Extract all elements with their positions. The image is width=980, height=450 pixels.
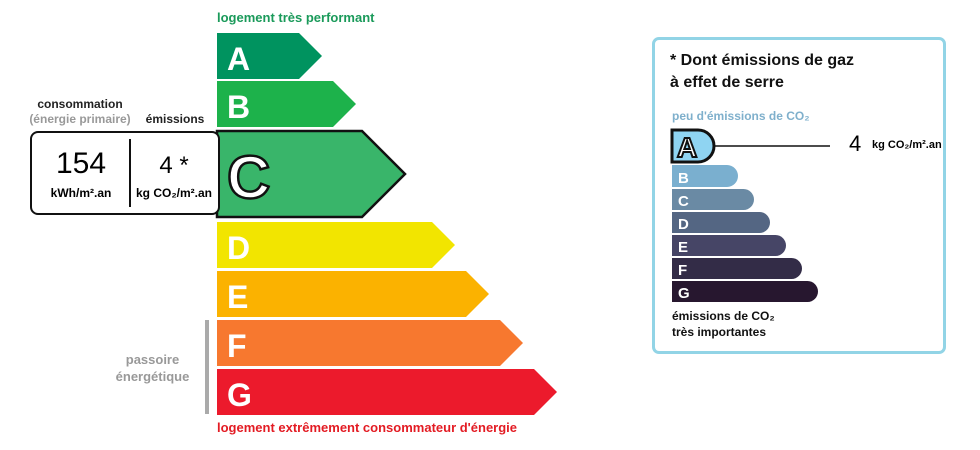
ges-unit: kg CO₂/m².an (872, 139, 942, 151)
energy-bar (217, 222, 455, 268)
ges-bar (672, 189, 754, 210)
top-label: logement très performant (217, 10, 375, 25)
energy-class-E: E (217, 271, 489, 317)
ges-title-line1: * Dont émissions de gaz (670, 52, 855, 69)
ges-letter: G (678, 285, 690, 302)
consumption-label: consommation (37, 97, 123, 111)
energy-bar (217, 81, 356, 127)
energy-bar (217, 271, 489, 317)
ges-top-label: peu d'émissions de CO₂ (672, 109, 810, 123)
ges-letter: D (678, 216, 689, 233)
energy-letter: A (227, 41, 250, 77)
ges-class-C: C (672, 189, 754, 210)
consumption-value: 154 (55, 147, 107, 180)
emissions-unit: kg CO₂/m².an (135, 186, 212, 200)
ges-bottom-label: émissions de CO₂ très importantes (672, 308, 775, 340)
ges-bar (672, 235, 787, 256)
energy-class-C: C (215, 129, 407, 219)
ges-bottom-line1: émissions de CO₂ (672, 309, 775, 323)
ges-bar (672, 281, 818, 302)
ges-title-line2: à effet de serre (670, 74, 784, 91)
ges-class-B: B (672, 165, 738, 187)
ges-letter: A (677, 132, 697, 163)
ges-bar (672, 258, 802, 279)
energy-class-G: G (217, 369, 557, 415)
ges-letter: C (678, 193, 689, 210)
ges-class-A: A (670, 128, 830, 164)
emissions-value: 4 * (159, 152, 189, 179)
values-box (30, 131, 220, 215)
passoire-label: passoire énergétique (115, 352, 190, 384)
consumption-sub: (énergie primaire) (29, 112, 131, 126)
ges-class-F: F (672, 258, 802, 279)
energy-letter: B (227, 89, 250, 125)
ges-letter: F (678, 262, 687, 279)
energy-bar (217, 320, 523, 366)
consumption-unit: kWh/m².an (50, 186, 112, 200)
ges-bar (672, 212, 770, 233)
energy-letter: C (227, 144, 270, 211)
ges-letter: E (678, 239, 688, 256)
divider (129, 139, 131, 207)
energy-bar (217, 369, 557, 415)
energy-bar (217, 33, 322, 79)
energy-letter: D (227, 230, 250, 266)
ges-class-E: E (672, 235, 787, 256)
energy-class-D: D (217, 222, 455, 268)
ges-bottom-line2: très importantes (672, 325, 767, 339)
energy-class-B: B (217, 81, 356, 127)
ges-class-D: D (672, 212, 770, 233)
passoire-bar (205, 320, 209, 414)
emissions-label: émissions (145, 112, 205, 126)
energy-letter: E (227, 279, 248, 315)
ges-letter: B (678, 170, 689, 187)
energy-letter: F (227, 328, 247, 364)
ges-bar (672, 165, 738, 187)
ges-panel (652, 37, 946, 354)
ges-bar (670, 128, 716, 164)
energy-class-F: F (217, 320, 523, 366)
energy-letter: G (227, 377, 252, 413)
ges-class-G: G (672, 281, 818, 302)
energy-class-A: A (217, 33, 322, 79)
ges-title: * Dont émissions de gaz à effet de serre (670, 50, 854, 94)
bottom-label: logement extrêmement consommateur d'éner… (217, 420, 518, 435)
ges-value: 4 (849, 131, 862, 156)
